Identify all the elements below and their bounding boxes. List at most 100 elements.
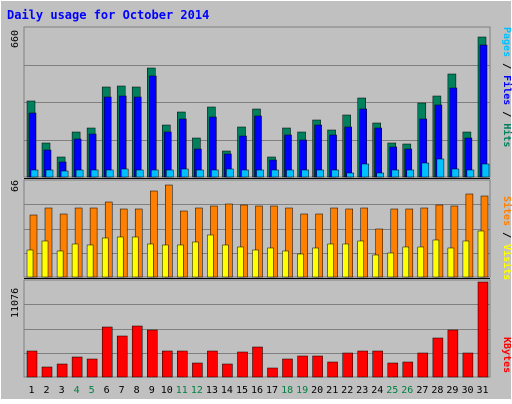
panel2-bar-visits-day23 <box>357 240 364 278</box>
panel1-bar-files-day7 <box>118 95 127 178</box>
panel2-bar-visits-day24 <box>372 254 379 278</box>
panel3-bar-kbytes-day10 <box>162 350 173 378</box>
panel3-bar-kbytes-day7 <box>116 335 128 378</box>
panel2-bar-visits-day11 <box>177 244 184 278</box>
panel2-bar-sites-day3 <box>59 213 68 278</box>
x-tick-label-day4: 4 <box>74 385 80 396</box>
panel2-bar-visits-day18 <box>282 250 289 278</box>
panel3-bar-kbytes-day14 <box>222 363 233 378</box>
panel1-bar-files-day22 <box>344 126 352 178</box>
panel2-bar-sites-day16 <box>255 205 263 278</box>
x-tick-label-day25: 25 <box>386 385 398 396</box>
panel3-bar-kbytes-day13 <box>207 350 218 378</box>
panel1-ymax-label: 660 <box>10 30 21 48</box>
x-tick-label-day10: 10 <box>161 385 173 396</box>
panel1-bar-files-day1 <box>28 112 37 178</box>
x-tick-label-day18: 18 <box>281 385 293 396</box>
panel2-bar-sites-day11 <box>180 210 188 278</box>
x-tick-label-day22: 22 <box>341 385 353 396</box>
panel2-bar-visits-day28 <box>432 239 440 278</box>
panel2-bar-visits-day4 <box>71 243 79 278</box>
x-tick-label-day23: 23 <box>356 385 368 396</box>
panel3-bar-kbytes-day4 <box>71 356 83 378</box>
panel3-bar-kbytes-day8 <box>131 325 143 378</box>
x-tick-label-day20: 20 <box>311 385 323 396</box>
panel1-bar-pages-day28 <box>436 158 445 178</box>
panel2-bar-sites-day14 <box>225 203 233 278</box>
panel1-bar-pages-day13 <box>211 169 219 178</box>
panel2-bar-visits-day8 <box>131 236 139 278</box>
panel2-bar-visits-day1 <box>26 249 34 278</box>
panel2-bar-visits-day27 <box>417 246 425 278</box>
x-axis-labels: 1 2 3 4 5 6 7 8 9 10 11 12 13 14 15 16 17 18 19 20 21 22 23 24 2… <box>28 385 488 396</box>
panel3-bar-kbytes-day25 <box>387 362 399 378</box>
x-tick-label-day8: 8 <box>134 385 140 396</box>
panel2-bar-sites-day27 <box>420 207 429 278</box>
panel2-bar-sites-day30 <box>465 193 474 278</box>
panel3-bar-kbytes-day2 <box>41 366 53 378</box>
panel2-bar-sites-day9 <box>150 190 158 278</box>
panel2-bar-sites-day5 <box>89 207 98 278</box>
panel1-bar-pages-day6 <box>105 169 114 178</box>
panel3-bar-kbytes-day26 <box>402 361 414 378</box>
panel2-bar-sites-day26 <box>405 208 414 278</box>
x-tick-label-day28: 28 <box>431 385 443 396</box>
panel1-bar-pages-day16 <box>256 169 264 178</box>
legend-visits: Visits <box>501 244 512 280</box>
panel1-bar-files-day29 <box>449 87 458 178</box>
legend-kbytes: KBytes <box>501 337 512 373</box>
panel2-bar-visits-day29 <box>447 247 455 278</box>
panel2-bar-sites-day21 <box>330 207 338 278</box>
panel2-bar-visits-day31 <box>477 230 485 278</box>
panel3-bar-kbytes-day19 <box>297 355 308 378</box>
panel3-bar-kbytes-day21 <box>327 361 338 378</box>
panel2-bar-visits-day26 <box>402 246 410 278</box>
x-tick-label-day21: 21 <box>326 385 338 396</box>
x-tick-label-day30: 30 <box>461 385 473 396</box>
panel3-bar-kbytes-day30 <box>462 352 474 378</box>
panel1-bar-files-day9 <box>149 75 157 178</box>
panel3-bar-kbytes-day24 <box>372 350 383 378</box>
x-tick-label-day6: 6 <box>104 385 110 396</box>
panel2-bar-visits-day7 <box>116 236 124 278</box>
panel3-bar-kbytes-day9 <box>147 329 158 378</box>
panel1-bar-pages-day10 <box>166 169 174 178</box>
panel2-bar-visits-day9 <box>147 243 154 278</box>
panel1-bar-pages-day11 <box>181 168 189 178</box>
panel3-bar-kbytes-day11 <box>177 350 188 378</box>
legend-files: Files <box>501 75 512 105</box>
x-tick-label-day13: 13 <box>206 385 218 396</box>
x-tick-label-day17: 17 <box>266 385 278 396</box>
panel2-bar-sites-day29 <box>450 205 459 278</box>
panel1-bar-pages-day12 <box>196 169 204 178</box>
panel2-bar-sites-day19 <box>300 213 308 278</box>
x-tick-label-day31: 31 <box>476 385 488 396</box>
panel2-bar-visits-day2 <box>41 240 49 278</box>
panel2-bar-sites-day15 <box>240 204 248 278</box>
x-tick-label-day3: 3 <box>59 385 65 396</box>
panel3-bar-kbytes-day15 <box>237 351 248 378</box>
panel2-bar-visits-day16 <box>252 249 259 278</box>
panel1-bar-pages-day15 <box>241 169 249 178</box>
x-tick-label-day11: 11 <box>176 385 188 396</box>
legend-sites-visits: Sites / Visits <box>501 196 512 280</box>
bars-layer <box>23 26 491 378</box>
panel3-bar-kbytes-day18 <box>282 358 293 378</box>
panel2-bar-visits-day30 <box>462 240 470 278</box>
x-tick-label-day9: 9 <box>149 385 155 396</box>
panel2-bar-visits-day20 <box>312 247 319 278</box>
chart-title: Daily usage for October 2014 <box>7 8 209 22</box>
panel1-bar-pages-day29 <box>451 168 460 178</box>
panel2-bar-visits-day5 <box>86 244 94 278</box>
x-tick-label-day16: 16 <box>251 385 263 396</box>
panel1-bar-pages-day5 <box>90 169 99 178</box>
panel2-bar-sites-day25 <box>390 208 399 278</box>
panel1-bar-pages-day20 <box>316 169 324 178</box>
panel2-bar-sites-day20 <box>315 213 323 278</box>
panel1-bar-pages-day1 <box>30 169 39 178</box>
panel1-bar-files-day20 <box>314 124 322 178</box>
panel2-bar-visits-day3 <box>56 250 64 278</box>
panel2-bar-visits-day21 <box>327 243 334 278</box>
